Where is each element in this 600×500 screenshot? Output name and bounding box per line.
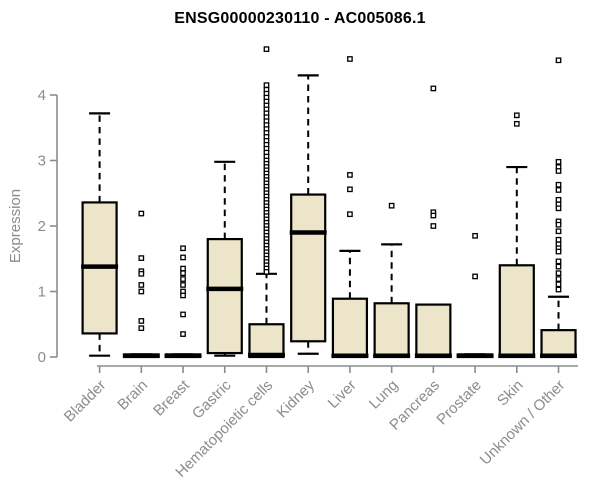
box-unknown-other: [540, 57, 578, 359]
outlier-point: [555, 196, 562, 203]
outlier-point: [555, 181, 562, 188]
outlier-point: [180, 254, 186, 261]
x-tick-label: Liver: [325, 377, 360, 412]
box-lung: [373, 202, 411, 359]
outlier-point: [263, 46, 270, 53]
outlier-point: [180, 311, 186, 318]
outlier-point: [263, 82, 270, 89]
outlier-point: [555, 276, 562, 282]
outlier-point: [555, 270, 562, 277]
outlier-point: [555, 187, 562, 193]
outlier-point: [263, 268, 270, 275]
x-tick-label: Breast: [150, 376, 193, 419]
outlier-point: [138, 318, 145, 324]
box-prostate: [456, 232, 494, 359]
y-tick-label: 1: [38, 284, 46, 301]
outlier-point: [555, 205, 562, 212]
box-breast: [164, 245, 202, 359]
y-tick-label: 4: [38, 87, 46, 104]
outlier-point: [555, 281, 562, 288]
outlier-point: [180, 331, 186, 337]
box-kidney: [289, 74, 327, 355]
y-axis-title: Expression: [7, 189, 24, 263]
outlier-point: [347, 211, 353, 218]
outlier-point: [555, 57, 562, 64]
box-pancreas: [414, 85, 452, 359]
outlier-point: [555, 248, 562, 255]
outlier-point: [555, 263, 562, 270]
iqr-box: [206, 238, 243, 355]
box-gastric: [206, 160, 244, 357]
box-hematopoietic-cells: [247, 46, 285, 359]
outlier-point: [430, 85, 437, 92]
x-tick-label: Kidney: [274, 376, 319, 421]
outlier-point: [388, 202, 395, 209]
box-bladder: [81, 112, 119, 357]
outlier-point: [555, 228, 562, 235]
iqr-box: [290, 193, 327, 343]
outlier-point: [513, 112, 520, 119]
iqr-box: [540, 329, 577, 359]
y-tick-label: 3: [38, 153, 46, 170]
iqr-box: [248, 323, 285, 359]
outlier-point: [138, 325, 145, 332]
y-axis: 0 1 2 3 4: [38, 87, 58, 366]
outlier-point: [555, 221, 562, 228]
box-skin: [498, 112, 536, 359]
outlier-point: [180, 276, 186, 282]
outlier-point: [555, 258, 562, 265]
outlier-point: [472, 232, 478, 239]
x-tick-label: Lung: [366, 377, 402, 413]
y-tick-label: 2: [38, 218, 46, 235]
outlier-point: [138, 210, 145, 217]
x-tick-label: Prostate: [433, 377, 485, 429]
box-series: [81, 46, 578, 359]
outlier-point: [555, 158, 562, 165]
box-liver: [331, 56, 369, 359]
iqr-box: [415, 303, 452, 359]
outlier-point: [138, 270, 145, 277]
outlier-point: [347, 172, 353, 178]
iqr-box: [373, 302, 410, 359]
x-tick-label: Brain: [114, 377, 151, 414]
outlier-point: [555, 286, 562, 293]
outlier-point: [472, 273, 478, 280]
iqr-box: [331, 297, 369, 359]
y-tick-label: 0: [38, 349, 46, 366]
outlier-point: [347, 186, 353, 193]
outlier-point: [513, 120, 520, 127]
iqr-box: [498, 264, 535, 359]
x-tick-label: Bladder: [61, 377, 110, 426]
outlier-point: [430, 223, 437, 229]
outlier-point: [555, 168, 562, 174]
outlier-point: [347, 56, 353, 62]
box-brain: [122, 210, 160, 359]
outlier-point: [555, 236, 562, 243]
outlier-point: [138, 288, 145, 295]
outlier-point: [180, 292, 186, 299]
outlier-point: [180, 282, 186, 288]
outlier-point: [138, 255, 145, 261]
outlier-point: [180, 265, 186, 272]
x-tick-label: Skin: [494, 377, 527, 410]
outlier-point: [180, 270, 186, 277]
outlier-point: [430, 212, 437, 219]
chart-title: ENSG00000230110 - AC005086.1: [174, 10, 426, 27]
outlier-point: [180, 245, 186, 252]
outlier-point: [138, 282, 145, 288]
